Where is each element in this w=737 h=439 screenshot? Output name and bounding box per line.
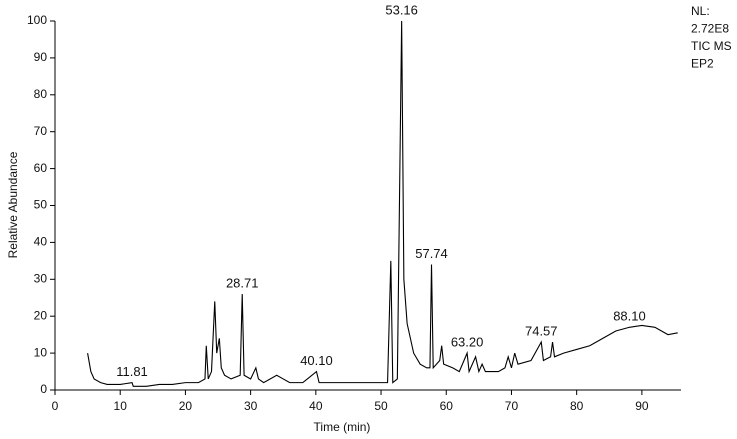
info-text: NL: <box>691 4 710 18</box>
x-tick-label: 50 <box>374 399 388 413</box>
x-tick-label: 70 <box>505 399 519 413</box>
y-tick-label: 60 <box>34 161 48 175</box>
info-text: TIC MS <box>691 39 732 53</box>
x-tick-label: 40 <box>309 399 323 413</box>
x-axis-label: Time (min) <box>314 420 371 434</box>
y-tick-label: 90 <box>34 50 48 64</box>
x-tick-label: 10 <box>114 399 128 413</box>
peak-label: 28.71 <box>226 275 259 290</box>
peak-label: 74.57 <box>525 323 558 338</box>
y-tick-label: 100 <box>27 13 47 27</box>
x-tick-label: 80 <box>570 399 584 413</box>
peak-label: 63.20 <box>451 335 484 350</box>
y-tick-label: 80 <box>34 87 48 101</box>
x-tick-label: 30 <box>244 399 258 413</box>
x-tick-label: 90 <box>635 399 649 413</box>
x-tick-label: 0 <box>52 399 59 413</box>
info-text: 2.72E8 <box>691 22 729 36</box>
x-tick-label: 60 <box>440 399 454 413</box>
peak-label: 40.10 <box>300 353 333 368</box>
y-tick-label: 30 <box>34 271 48 285</box>
peak-label: 53.16 <box>385 2 418 17</box>
info-text: EP2 <box>691 57 714 71</box>
peak-label: 88.10 <box>613 309 646 324</box>
y-tick-label: 20 <box>34 308 48 322</box>
peak-label: 57.74 <box>415 246 448 261</box>
y-tick-label: 50 <box>34 198 48 212</box>
y-tick-label: 70 <box>34 124 48 138</box>
peak-label: 11.81 <box>116 364 148 379</box>
x-tick-label: 20 <box>179 399 193 413</box>
y-tick-label: 10 <box>34 345 48 359</box>
y-tick-label: 40 <box>34 235 48 249</box>
y-axis-label: Relative Abundance <box>6 151 20 258</box>
y-tick-label: 0 <box>40 382 47 396</box>
chromatogram-line <box>87 20 678 387</box>
